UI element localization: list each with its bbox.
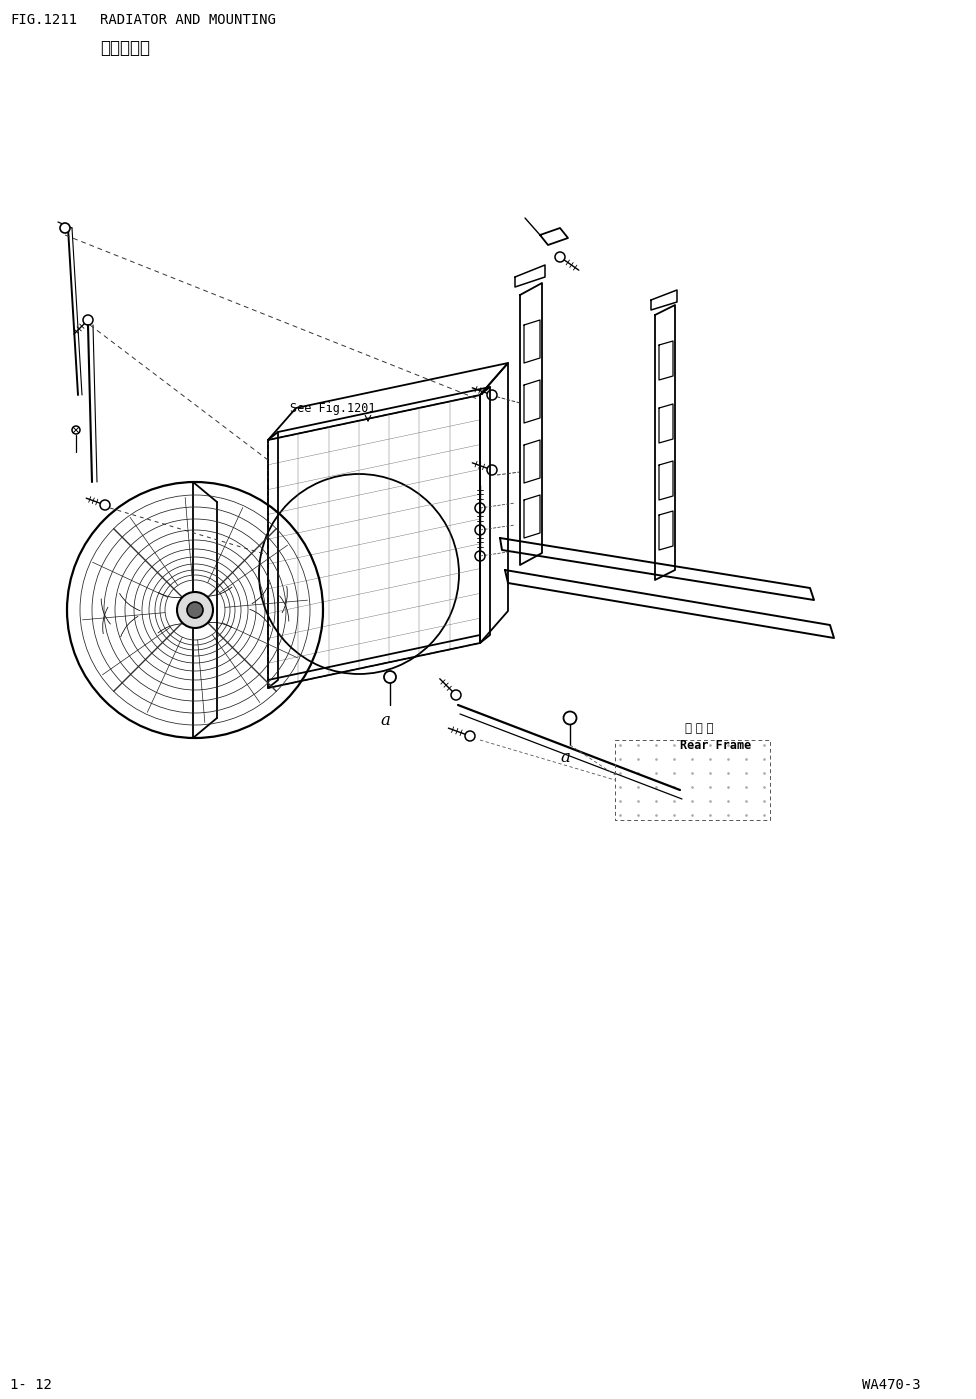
Text: 1- 12: 1- 12	[10, 1378, 52, 1392]
Text: See Fig.1201: See Fig.1201	[290, 402, 376, 414]
Circle shape	[60, 222, 70, 234]
Text: a: a	[380, 712, 389, 729]
Text: WA470-3: WA470-3	[862, 1378, 920, 1392]
Text: FIG.1211: FIG.1211	[10, 13, 77, 27]
Text: a: a	[560, 748, 570, 765]
Circle shape	[187, 602, 203, 618]
Text: 散热器安装: 散热器安装	[100, 39, 150, 57]
Circle shape	[177, 592, 213, 628]
Text: 后 车 架: 后 车 架	[685, 722, 713, 734]
Circle shape	[563, 712, 577, 725]
Circle shape	[384, 672, 396, 683]
Text: Rear Frame: Rear Frame	[680, 739, 752, 751]
Text: RADIATOR AND MOUNTING: RADIATOR AND MOUNTING	[100, 13, 276, 27]
